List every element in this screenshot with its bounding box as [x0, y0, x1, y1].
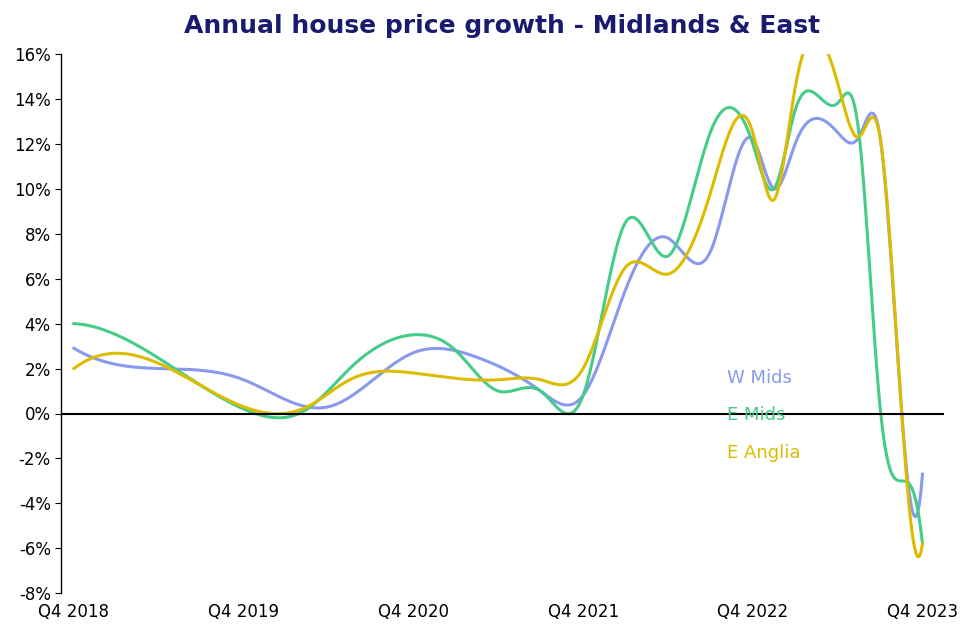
- Text: E Anglia: E Anglia: [727, 444, 801, 462]
- Text: W Mids: W Mids: [727, 368, 793, 387]
- Title: Annual house price growth - Midlands & East: Annual house price growth - Midlands & E…: [184, 14, 821, 38]
- Text: E Mids: E Mids: [727, 406, 786, 424]
